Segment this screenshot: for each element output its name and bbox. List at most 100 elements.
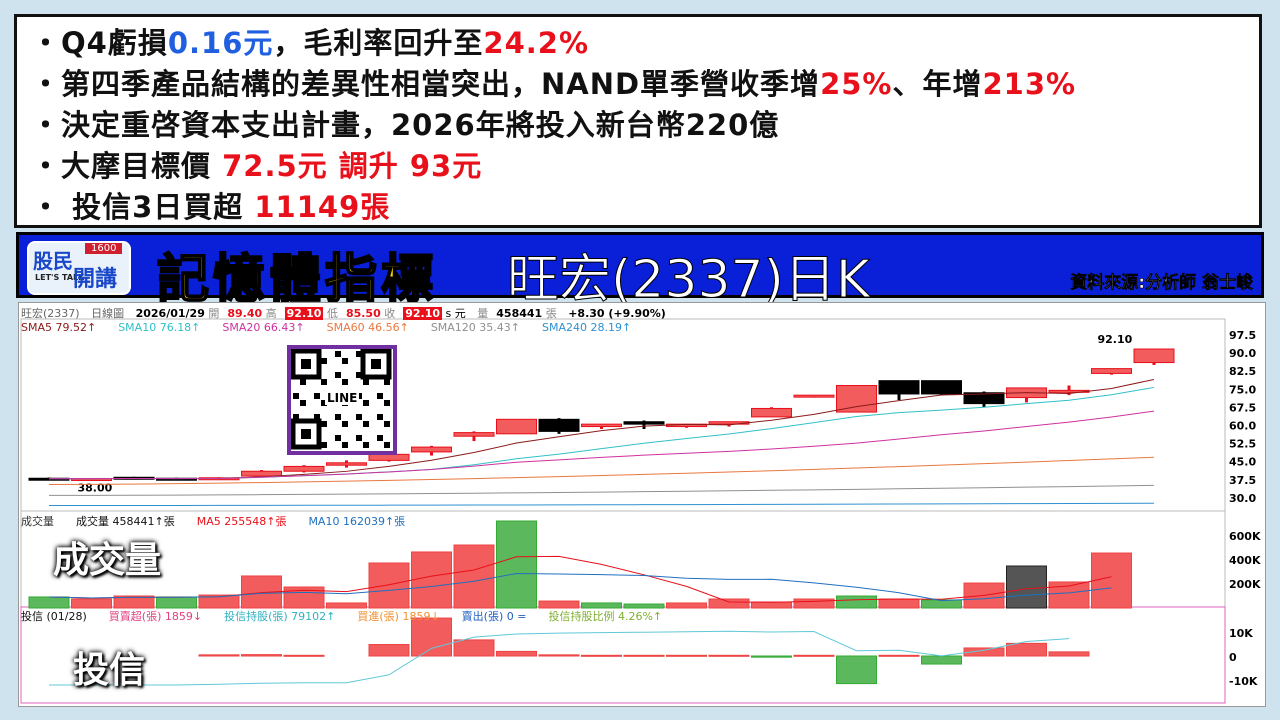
qr-module bbox=[335, 351, 341, 357]
high-value: 92.10 bbox=[284, 307, 324, 320]
candle-body bbox=[326, 462, 367, 466]
sma-line bbox=[48, 502, 1155, 507]
candle-body bbox=[283, 465, 325, 472]
bullet-text: 72.5元 調升 93元 bbox=[222, 149, 483, 183]
legend-item: MA10 162039↑張 bbox=[308, 515, 406, 528]
title-banner: 股民 1600 LET'S TALK 開講 記憶體指標 旺宏(2337)日K 資… bbox=[16, 232, 1264, 311]
qr-module bbox=[300, 400, 306, 406]
legend-item: SMA5 79.52↑ bbox=[21, 321, 97, 334]
volume-bar bbox=[496, 520, 537, 609]
candle-body bbox=[751, 407, 792, 418]
stock-name: 旺宏(2337) bbox=[21, 307, 80, 320]
volume-bar bbox=[28, 596, 70, 609]
trust-bar bbox=[1006, 642, 1047, 657]
bullet-text: ・Q4虧損 bbox=[31, 26, 168, 60]
logo-sub: 開講 bbox=[73, 267, 118, 292]
volume-bar bbox=[368, 562, 410, 609]
qr-module bbox=[363, 400, 369, 406]
legend-item: 成交量 458441↑張 bbox=[76, 515, 175, 528]
bullet-text: ，毛利率回升至 bbox=[273, 26, 484, 60]
volume-bar bbox=[326, 602, 367, 609]
volume-value: 458441 bbox=[496, 307, 543, 320]
volume-bar bbox=[836, 595, 877, 609]
candle-body bbox=[623, 421, 665, 425]
qr-module bbox=[293, 393, 299, 399]
price-tick: 37.5 bbox=[1229, 474, 1256, 487]
low-annotation: 38.00 bbox=[78, 482, 113, 495]
volume-bar bbox=[1091, 552, 1132, 609]
volume-tick: 600K bbox=[1229, 530, 1261, 543]
volume-bar bbox=[793, 598, 835, 609]
volume-bar bbox=[1006, 565, 1047, 609]
low-value: 85.50 bbox=[345, 307, 381, 320]
logo-number: 1600 bbox=[85, 243, 123, 254]
trust-bar bbox=[411, 617, 452, 657]
sma-line bbox=[48, 456, 1155, 486]
qr-module bbox=[363, 421, 369, 427]
qr-pattern bbox=[291, 349, 392, 450]
open-label: 開 bbox=[208, 307, 220, 320]
price-tick: 90.0 bbox=[1229, 347, 1256, 360]
qr-module bbox=[356, 414, 362, 420]
bullet-text: ・第四季產品結構的差異性相當突出，NAND單季營收季增 bbox=[31, 67, 821, 101]
trust-tick: -10K bbox=[1229, 675, 1258, 688]
bullet-text: ・決定重啓資本支出計畫，2026年將投入新台幣220億 bbox=[31, 108, 780, 142]
trust-bar bbox=[623, 654, 665, 657]
high-annotation: 92.10 bbox=[1098, 333, 1133, 346]
bullet-text: 11149張 bbox=[254, 190, 391, 224]
qr-finder-center bbox=[301, 429, 311, 439]
legend-item: SMA240 28.19↑ bbox=[542, 321, 632, 334]
legend-item: 買賣超(張) 1859↓ bbox=[108, 610, 203, 623]
bullet-text: ・ 投信3日買超 bbox=[31, 190, 255, 224]
candle-body bbox=[793, 394, 835, 398]
legend-item: 投信持股(張) 79102↑ bbox=[224, 610, 336, 623]
candle-body bbox=[241, 470, 282, 477]
qr-module bbox=[356, 372, 362, 378]
volume-bar bbox=[708, 598, 750, 609]
line-qr-code[interactable]: LINE bbox=[287, 345, 397, 455]
candle-body bbox=[411, 446, 452, 453]
volume-bar bbox=[71, 598, 112, 609]
volume-bar bbox=[411, 551, 452, 609]
trust-bar bbox=[496, 650, 537, 657]
legend-item: 投信 (01/28) bbox=[21, 610, 87, 623]
source-credit: 資料來源:分析師 翁士峻 bbox=[1070, 273, 1253, 294]
volume-bar bbox=[198, 594, 240, 609]
qr-module bbox=[363, 379, 369, 385]
qr-finder-center bbox=[301, 359, 311, 369]
qr-module bbox=[321, 400, 327, 406]
logo-text: 股民 bbox=[33, 249, 73, 273]
sma-line bbox=[48, 484, 1155, 496]
volume-label: 量 bbox=[477, 307, 489, 320]
qr-module bbox=[321, 358, 327, 364]
trust-bar bbox=[921, 655, 962, 665]
price-tick: 75.0 bbox=[1229, 383, 1256, 396]
stock-chart: 97.5 90.0 82.5 75.0 67.5 60.0 52.5 45.0 37.5 30.0… bbox=[18, 302, 1266, 707]
qr-module bbox=[384, 421, 390, 427]
trust-bar bbox=[751, 655, 792, 658]
volume-bar bbox=[156, 596, 197, 609]
sma-line bbox=[48, 410, 1155, 480]
trust-bar bbox=[198, 654, 240, 657]
candle-body bbox=[538, 418, 580, 432]
qr-module bbox=[335, 372, 341, 378]
volume-bar bbox=[581, 602, 622, 609]
trust-panel bbox=[20, 606, 1226, 704]
trust-overlay-label: 投信 bbox=[73, 650, 146, 691]
trust-bar bbox=[836, 655, 877, 685]
trust-bar bbox=[453, 639, 495, 657]
legend-item: SMA60 46.56↑ bbox=[326, 321, 409, 334]
qr-module bbox=[321, 421, 327, 427]
price-tick: 67.5 bbox=[1229, 401, 1256, 414]
trust-bar bbox=[1048, 651, 1090, 657]
volume-bar bbox=[751, 601, 792, 609]
trust-bar bbox=[581, 654, 622, 657]
volume-unit: 張 bbox=[545, 307, 557, 320]
candle-body bbox=[1133, 348, 1175, 364]
legend-item: 成交量 bbox=[21, 515, 54, 528]
qr-module bbox=[356, 435, 362, 441]
trust-legend: 投信 (01/28) 買賣超(張) 1859↓ 投信持股(張) 79102↑ 買進(張… bbox=[21, 608, 684, 624]
qr-module bbox=[342, 442, 348, 448]
candle-body bbox=[836, 385, 877, 413]
trust-tick: 10K bbox=[1229, 627, 1253, 640]
